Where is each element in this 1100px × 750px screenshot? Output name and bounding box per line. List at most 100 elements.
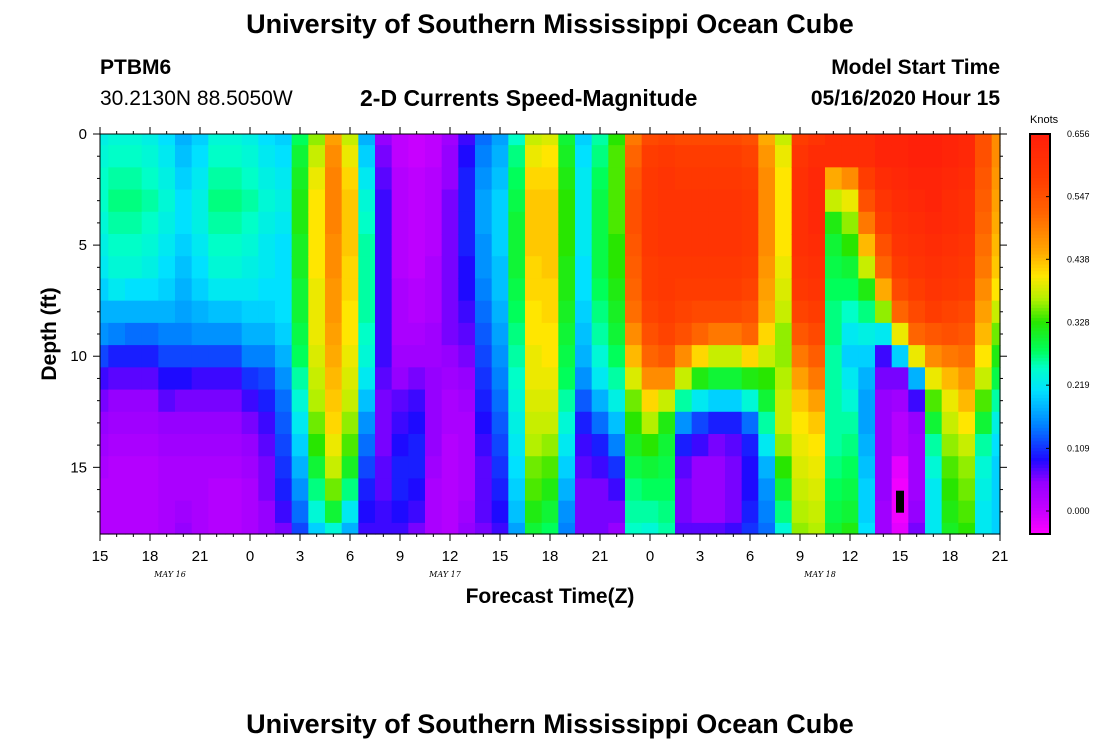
heat-cell bbox=[458, 522, 476, 535]
heat-cell bbox=[925, 389, 943, 413]
heat-cell bbox=[641, 411, 659, 435]
colorbar-segment bbox=[1030, 434, 1050, 438]
heat-cell bbox=[691, 434, 709, 457]
heat-cell bbox=[275, 211, 293, 235]
heat-cell bbox=[891, 367, 909, 391]
heat-cell bbox=[375, 500, 393, 524]
heat-cell bbox=[775, 456, 793, 480]
heat-cell bbox=[458, 145, 476, 168]
heat-cell bbox=[508, 300, 526, 324]
heat-cell bbox=[541, 322, 559, 346]
heat-cell bbox=[875, 389, 893, 413]
heat-cell bbox=[508, 478, 526, 502]
heat-cell bbox=[808, 411, 826, 435]
colorbar-segment bbox=[1030, 340, 1050, 345]
colorbar-segment bbox=[1030, 230, 1050, 235]
heat-cell bbox=[108, 411, 126, 435]
heat-cell bbox=[925, 322, 943, 346]
heat-cell bbox=[525, 322, 543, 346]
heat-cell bbox=[808, 367, 826, 391]
heat-cell bbox=[491, 322, 509, 346]
heat-cell bbox=[375, 434, 393, 457]
heat-cell bbox=[641, 167, 659, 191]
colorbar-unit: Knots bbox=[1030, 114, 1059, 126]
heat-cell bbox=[525, 278, 543, 302]
heat-cell bbox=[241, 434, 259, 457]
heat-cell bbox=[308, 234, 326, 257]
heat-cell bbox=[608, 256, 626, 280]
heat-cell bbox=[975, 300, 993, 324]
y-tick-label: 10 bbox=[70, 348, 87, 365]
heat-cell bbox=[541, 189, 559, 213]
heat-cell bbox=[425, 167, 443, 191]
colorbar-segment bbox=[1030, 297, 1050, 302]
heat-cell bbox=[408, 411, 426, 435]
heat-cell bbox=[541, 278, 559, 302]
heat-cell bbox=[625, 478, 643, 502]
colorbar-segment bbox=[1030, 144, 1050, 148]
heat-cell bbox=[875, 367, 893, 391]
heat-cell bbox=[341, 211, 359, 235]
heat-cell bbox=[341, 322, 359, 346]
heat-cell bbox=[825, 134, 843, 146]
heat-cell bbox=[458, 434, 476, 457]
heat-cell bbox=[525, 522, 543, 535]
heat-cell bbox=[825, 522, 843, 535]
colorbar-segment bbox=[1030, 350, 1050, 355]
colorbar-segment bbox=[1030, 160, 1050, 165]
x-tick-label: 3 bbox=[296, 548, 304, 565]
heat-cell bbox=[308, 522, 326, 535]
heat-cell bbox=[491, 145, 509, 168]
heat-cell bbox=[525, 300, 543, 324]
heat-cell bbox=[358, 345, 376, 368]
heat-cell bbox=[625, 456, 643, 480]
heat-cell bbox=[741, 345, 759, 368]
colorbar-segment bbox=[1030, 467, 1050, 472]
heat-cell bbox=[808, 522, 826, 535]
heat-cell bbox=[708, 167, 726, 191]
heat-cell bbox=[558, 234, 576, 257]
heat-cell bbox=[108, 389, 126, 413]
heat-cell bbox=[958, 145, 976, 168]
colorbar-segment bbox=[1030, 370, 1050, 375]
heat-cell bbox=[875, 145, 893, 168]
heat-cell bbox=[891, 300, 909, 324]
heat-cell bbox=[858, 456, 876, 480]
heat-cell bbox=[991, 278, 1001, 302]
heat-cell bbox=[925, 278, 943, 302]
heat-cell bbox=[275, 500, 293, 524]
date-labels: MAY 16 MAY 17 MAY 18 bbox=[153, 570, 836, 579]
heat-cell bbox=[758, 256, 776, 280]
heat-cell bbox=[691, 189, 709, 213]
heat-cell bbox=[141, 278, 159, 302]
heat-cell bbox=[575, 411, 593, 435]
heat-cell bbox=[841, 189, 859, 213]
heat-cell bbox=[558, 211, 576, 235]
heat-cell bbox=[241, 345, 259, 368]
heat-cell bbox=[325, 145, 343, 168]
heat-cell bbox=[458, 456, 476, 480]
heat-cell bbox=[675, 522, 693, 535]
heat-cell bbox=[391, 167, 409, 191]
x-tick-label: 21 bbox=[992, 548, 1009, 565]
heat-cell bbox=[691, 256, 709, 280]
colorbar-segment bbox=[1030, 334, 1050, 338]
heat-cell bbox=[158, 434, 176, 457]
colorbar-segment bbox=[1030, 364, 1050, 368]
heat-cell bbox=[875, 278, 893, 302]
heat-cell bbox=[708, 256, 726, 280]
heat-cell bbox=[808, 456, 826, 480]
heat-cell bbox=[275, 456, 293, 480]
heat-cell bbox=[141, 411, 159, 435]
date-label: MAY 18 bbox=[803, 570, 836, 579]
heat-cell bbox=[241, 456, 259, 480]
heat-cell bbox=[575, 300, 593, 324]
heat-cell bbox=[891, 189, 909, 213]
colorbar-segment bbox=[1030, 287, 1050, 292]
x-tick-label: 12 bbox=[842, 548, 859, 565]
heat-cell bbox=[475, 322, 493, 346]
heat-cell bbox=[691, 211, 709, 235]
heat-cell bbox=[125, 367, 143, 391]
heat-cell bbox=[100, 278, 109, 302]
heat-cell bbox=[675, 189, 693, 213]
